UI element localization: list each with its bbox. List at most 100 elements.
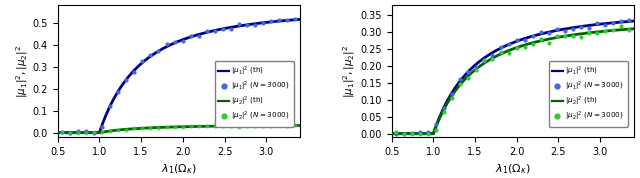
Point [431, 123, 441, 125]
Point [170, 41, 180, 43]
Y-axis label: $|\mu_1|^2, |\mu_2|^2$: $|\mu_1|^2, |\mu_2|^2$ [342, 44, 358, 98]
Point [560, 34, 570, 37]
Point [584, 31, 595, 34]
Point [544, 31, 554, 34]
Point [194, 35, 204, 38]
Point [390, 132, 401, 135]
Point [463, 71, 474, 74]
Point [73, 131, 83, 134]
Point [520, 46, 530, 49]
Point [399, 132, 409, 135]
Point [511, 47, 522, 49]
Point [210, 125, 220, 128]
Point [568, 35, 578, 38]
Point [65, 131, 75, 134]
Point [234, 22, 244, 25]
Point [81, 129, 91, 132]
Point [527, 42, 538, 45]
Point [600, 29, 611, 32]
Point [105, 104, 115, 107]
Point [471, 66, 481, 69]
Point [202, 125, 212, 127]
Point [291, 17, 301, 20]
Point [97, 130, 107, 133]
Point [439, 111, 449, 113]
Legend: $|\mu_1|^2$ (th), $|\mu_1|^2$ ($N = 3000$), $|\mu_2|^2$ (th), $|\mu_2|^2$ ($N = : $|\mu_1|^2$ (th), $|\mu_1|^2$ ($N = 3000… [549, 61, 628, 127]
Point [113, 129, 124, 132]
Point [170, 125, 180, 128]
Point [121, 78, 131, 81]
Point [226, 27, 236, 30]
X-axis label: $\lambda_1(\Omega_\kappa)$: $\lambda_1(\Omega_\kappa)$ [161, 162, 196, 176]
Point [218, 124, 228, 127]
Point [544, 42, 554, 44]
Point [145, 53, 156, 56]
Point [274, 124, 284, 126]
Point [129, 127, 140, 130]
Point [455, 82, 465, 85]
Point [495, 51, 506, 54]
Point [624, 19, 634, 22]
Point [57, 131, 67, 134]
Point [527, 34, 538, 37]
Point [576, 26, 586, 29]
Point [447, 92, 457, 95]
Point [479, 59, 490, 61]
Point [431, 129, 441, 131]
Point [455, 77, 465, 80]
Point [105, 130, 115, 132]
Point [202, 29, 212, 32]
Point [97, 126, 107, 129]
Point [624, 28, 634, 31]
Point [592, 32, 602, 35]
Point [399, 132, 409, 135]
Point [439, 106, 449, 109]
Point [616, 25, 627, 27]
Point [600, 23, 611, 26]
Point [89, 131, 99, 134]
Point [407, 132, 417, 135]
Point [487, 53, 497, 56]
Point [266, 124, 276, 127]
Point [186, 35, 196, 38]
Point [129, 70, 140, 73]
Point [89, 131, 99, 134]
Point [161, 126, 172, 129]
Point [266, 19, 276, 22]
Point [447, 96, 457, 99]
Point [234, 125, 244, 128]
Point [186, 125, 196, 128]
Point [423, 131, 433, 134]
Point [415, 132, 425, 135]
Point [65, 131, 75, 134]
Point [584, 27, 595, 30]
Legend: $|\mu_1|^2$ (th), $|\mu_1|^2$ ($N = 3000$), $|\mu_2|^2$ (th), $|\mu_2|^2$ ($N = : $|\mu_1|^2$ (th), $|\mu_1|^2$ ($N = 3000… [215, 61, 294, 127]
Point [504, 43, 514, 46]
Y-axis label: $|\mu_1|^2, |\mu_2|^2$: $|\mu_1|^2, |\mu_2|^2$ [14, 44, 29, 98]
Point [226, 124, 236, 127]
Point [250, 124, 260, 127]
Point [616, 20, 627, 22]
Point [282, 18, 292, 21]
Point [536, 31, 546, 34]
Point [73, 130, 83, 133]
Point [282, 124, 292, 127]
Point [291, 124, 301, 127]
X-axis label: $\lambda_1(\Omega_\kappa)$: $\lambda_1(\Omega_\kappa)$ [495, 162, 531, 176]
Point [242, 24, 252, 27]
Point [137, 126, 147, 129]
Point [552, 28, 562, 31]
Point [177, 40, 188, 43]
Point [608, 29, 618, 32]
Point [536, 37, 546, 40]
Point [592, 22, 602, 25]
Point [423, 132, 433, 135]
Point [552, 35, 562, 38]
Point [258, 125, 268, 127]
Point [560, 29, 570, 32]
Point [218, 28, 228, 31]
Point [576, 36, 586, 39]
Point [210, 29, 220, 32]
Point [495, 46, 506, 48]
Point [608, 21, 618, 24]
